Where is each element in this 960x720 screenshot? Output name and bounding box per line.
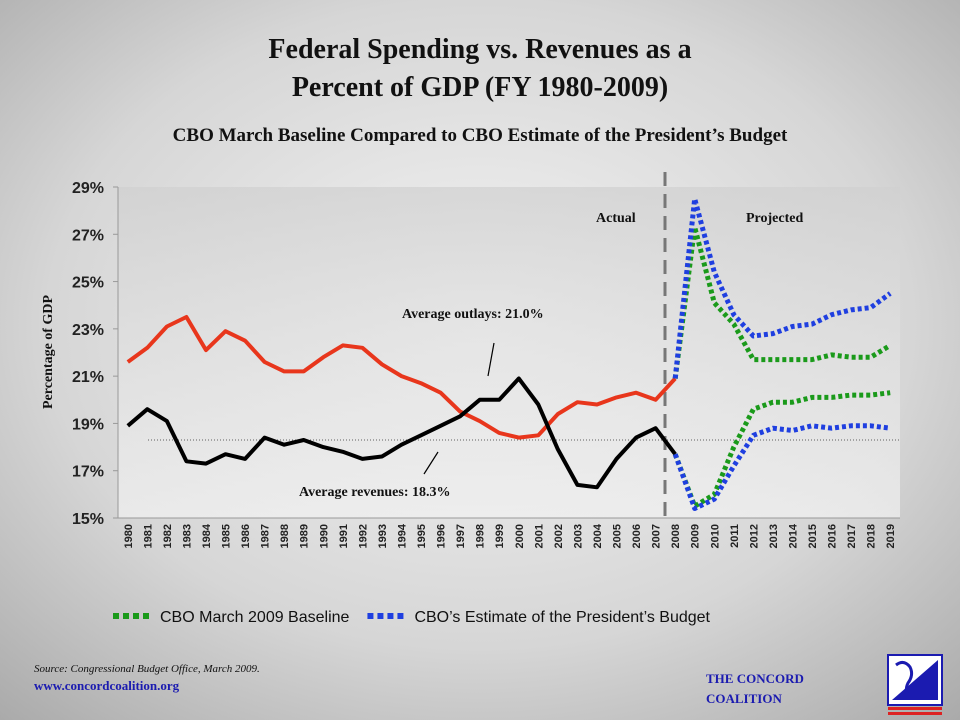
x-tick-label: 2013: [768, 524, 780, 548]
x-tick-label: 1995: [416, 524, 428, 548]
x-tick-label: 1996: [436, 524, 448, 548]
x-tick-label: 2004: [592, 523, 604, 548]
x-tick-label: 1983: [181, 524, 193, 548]
series-line: [672, 224, 892, 379]
chart-subtitle: CBO March Baseline Compared to CBO Estim…: [173, 125, 788, 146]
arrow: [423, 451, 439, 475]
x-tick-label: 2011: [729, 524, 741, 548]
x-tick-label: 2009: [690, 524, 702, 548]
organization: COALITION: [706, 691, 782, 706]
y-tick-label: 27%: [72, 227, 104, 244]
chart-title: Percent of GDP (FY 1980-2009): [292, 72, 668, 103]
x-tick-label: 2002: [553, 524, 565, 548]
arrow: [487, 342, 495, 377]
legend-label: CBO March 2009 Baseline: [160, 609, 350, 626]
series-line: [672, 390, 891, 509]
x-tick-label: 2018: [866, 524, 878, 548]
annotation: Actual: [596, 211, 636, 226]
annotation: Projected: [746, 211, 803, 226]
y-tick-label: 21%: [72, 369, 104, 386]
x-tick-label: 1989: [299, 524, 311, 548]
x-tick-label: 2003: [572, 524, 584, 548]
series-line: [126, 315, 677, 440]
x-tick-label: 1985: [221, 524, 233, 548]
y-tick-label: 19%: [72, 416, 104, 433]
x-tick-label: 2000: [514, 524, 526, 548]
x-tick-label: 1998: [475, 524, 487, 548]
x-tick-label: 2015: [807, 524, 819, 548]
source: Source: Congressional Budget Office, Mar…: [34, 663, 260, 675]
series-line: [126, 376, 677, 490]
x-tick-label: 2012: [748, 524, 760, 548]
x-tick-label: 1990: [318, 524, 330, 548]
x-tick-label: 2014: [787, 523, 799, 548]
y-axis-label: Percentage of GDP: [41, 295, 56, 409]
x-tick-label: 2010: [709, 524, 721, 548]
x-tick-label: 2001: [533, 524, 545, 548]
x-tick-label: 1997: [455, 524, 467, 548]
x-tick-label: 2008: [670, 524, 682, 548]
x-tick-label: 2016: [827, 524, 839, 548]
x-tick-label: 2006: [631, 524, 643, 548]
x-tick-label: 2019: [885, 524, 897, 548]
x-tick-label: 1991: [338, 524, 350, 548]
y-tick-label: 15%: [72, 511, 104, 528]
annotation: Average outlays: 21.0%: [402, 307, 544, 322]
organization: THE CONCORD: [706, 671, 804, 686]
x-tick-label: 1982: [162, 524, 174, 548]
x-tick-label: 2007: [651, 524, 663, 548]
x-tick-label: 1994: [396, 523, 408, 548]
x-tick-label: 1980: [123, 524, 135, 548]
x-tick-label: 1987: [260, 524, 272, 548]
x-tick-label: 1984: [201, 523, 213, 548]
url: www.concordcoalition.org: [34, 678, 180, 693]
x-tick-label: 1988: [279, 524, 291, 548]
chart-title: Federal Spending vs. Revenues as a: [268, 34, 691, 65]
y-tick-label: 17%: [72, 464, 104, 481]
x-tick-label: 1981: [142, 524, 154, 548]
legend-label: CBO’s Estimate of the President’s Budget: [414, 609, 710, 626]
logo: [887, 654, 943, 715]
x-tick-label: 2005: [612, 524, 624, 548]
plot-area: [118, 187, 900, 518]
series-line: [672, 196, 892, 379]
series-line: [672, 423, 891, 511]
y-tick-label: 25%: [72, 275, 104, 292]
x-tick-label: 1986: [240, 524, 252, 548]
x-tick-label: 1993: [377, 524, 389, 548]
y-tick-label: 29%: [72, 180, 104, 197]
annotation: Average revenues: 18.3%: [299, 485, 451, 500]
y-tick-label: 23%: [72, 322, 104, 339]
x-tick-label: 1992: [357, 524, 369, 548]
x-tick-label: 2017: [846, 524, 858, 548]
x-tick-label: 1999: [494, 524, 506, 548]
